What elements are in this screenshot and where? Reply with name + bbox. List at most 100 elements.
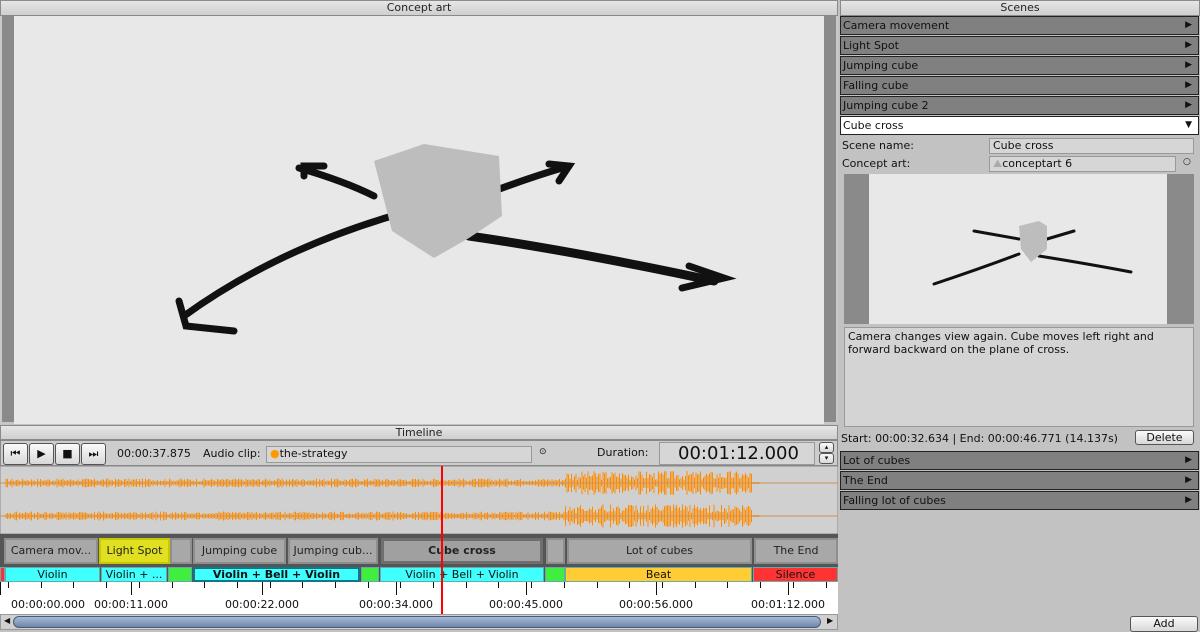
ruler-major-tick [656,582,657,595]
timeline-scene-block[interactable]: Cube cross [381,538,543,564]
ruler-minor-tick [662,582,663,588]
duration-field[interactable]: 00:01:12.000 [659,442,815,465]
music-segment[interactable] [0,567,5,582]
stop-button[interactable]: ■ [55,443,80,465]
scene-row-lot-of-cubes[interactable]: Lot of cubes ▶ [840,451,1199,470]
scene-row-cube-cross[interactable]: Cube cross ▼ [840,116,1199,135]
ruler-minor-tick [106,582,107,588]
ruler-minor-tick [433,582,434,588]
object-picker-icon[interactable]: ○ [1183,157,1191,167]
music-segment[interactable]: Silence [753,567,838,582]
duration-down-button[interactable]: ▾ [819,453,834,464]
play-icon: ▶ [37,447,46,460]
music-segment[interactable]: Beat [565,567,752,582]
music-segment[interactable]: Violin + Bell + Violin [380,567,544,582]
music-segment[interactable]: Violin [5,567,100,582]
delete-button[interactable]: Delete [1135,430,1194,445]
timeline-header: Timeline [0,425,838,440]
scene-name-input[interactable]: Cube cross [989,138,1194,154]
chevron-down-icon: ▼ [1185,120,1192,130]
chevron-right-icon: ▶ [1185,475,1192,485]
duration-label: Duration: [597,446,649,459]
chevron-right-icon: ▶ [1185,60,1192,70]
ruler-label: 00:00:56.000 [619,598,693,611]
ruler-major-tick [396,582,397,595]
ruler-label: 00:01:12.000 [751,598,825,611]
ruler-minor-tick [793,582,794,588]
ruler-label: 00:00:00.000 [11,598,85,611]
ruler-minor-tick [695,582,696,588]
audio-clip-field[interactable]: ●the-strategy [266,446,532,463]
ruler-minor-tick [270,582,271,588]
scene-row-falling-cube[interactable]: Falling cube ▶ [840,76,1199,95]
scene-name-label: Scene name: [842,139,914,152]
music-segment[interactable]: Violin + Bell + Violin [193,567,360,582]
scene-row-the-end[interactable]: The End ▶ [840,471,1199,490]
skip-start-icon: ⏮ [10,447,21,460]
ruler-minor-tick [466,582,467,588]
concept-art-field[interactable]: ⛰conceptart 6 [989,156,1176,172]
timeline-scene-block[interactable]: Lot of cubes [567,538,752,564]
timeline-scene-block[interactable]: Jumping cube [193,538,286,564]
scene-label: Cube cross [843,119,904,132]
concept-art-thumbnail [844,174,1194,324]
duration-up-button[interactable]: ▴ [819,442,834,453]
timeline-scene-block[interactable] [546,538,565,564]
scene-label: Camera movement [843,19,950,32]
concept-art-image [14,16,824,424]
skip-end-icon: ⏭ [88,447,99,460]
chevron-right-icon: ▶ [1185,40,1192,50]
timeline-scene-block[interactable]: Camera mov... [4,538,98,564]
scene-row-jumping-cube-2[interactable]: Jumping cube 2 ▶ [840,96,1199,115]
scene-label: Falling lot of cubes [843,494,946,507]
timeline-scene-block[interactable]: Jumping cub... [288,538,378,564]
timeline-scene-block[interactable]: The End [754,538,838,564]
ruler-minor-tick [564,582,565,588]
skip-start-button[interactable]: ⏮ [3,443,28,465]
scene-row-camera-movement[interactable]: Camera movement ▶ [840,16,1199,35]
scene-label: Falling cube [843,79,909,92]
audio-clip-value: the-strategy [279,447,348,460]
timeline-scene-block[interactable]: Light Spot [99,538,170,564]
scene-row-light-spot[interactable]: Light Spot ▶ [840,36,1199,55]
scenes-header: Scenes [840,0,1200,16]
ruler-label: 00:00:34.000 [359,598,433,611]
ruler-label: 00:00:22.000 [225,598,299,611]
scene-description-textarea[interactable]: Camera changes view again. Cube moves le… [844,327,1194,427]
ruler-minor-tick [400,582,401,588]
concept-art-header: Concept art [0,0,838,16]
ruler-minor-tick [368,582,369,588]
skip-end-button[interactable]: ⏭ [81,443,106,465]
scroll-left-icon[interactable]: ◀ [4,616,11,625]
ruler-minor-tick [498,582,499,588]
music-segment[interactable] [545,567,565,582]
concept-art-value: conceptart 6 [1002,157,1073,170]
scene-row-falling-lot-of-cubes[interactable]: Falling lot of cubes ▶ [840,491,1199,510]
horizontal-scrollbar[interactable]: ◀ ▶ [0,614,838,630]
scroll-right-icon[interactable]: ▶ [827,616,834,625]
ruler-minor-tick [237,582,238,588]
music-segment[interactable]: Violin + ... [101,567,167,582]
ruler-minor-tick [760,582,761,588]
ruler-label: 00:00:45.000 [489,598,563,611]
play-button[interactable]: ▶ [29,443,54,465]
ruler-minor-tick [335,582,336,588]
scrollbar-thumb[interactable] [13,616,821,628]
music-segment[interactable] [168,567,192,582]
ruler-minor-tick [172,582,173,588]
music-segment[interactable] [361,567,379,582]
audio-waveform[interactable] [0,466,838,534]
ruler-minor-tick [73,582,74,588]
ruler-minor-tick [41,582,42,588]
scene-label: The End [843,474,888,487]
playhead[interactable] [441,466,443,614]
scene-row-jumping-cube[interactable]: Jumping cube ▶ [840,56,1199,75]
timeline-scene-block[interactable] [170,538,192,564]
scene-timing: Start: 00:00:32.634 | End: 00:00:46.771 … [841,432,1118,445]
ruler-major-tick [262,582,263,595]
ruler-minor-tick [8,582,9,588]
object-picker-icon[interactable]: ⊙ [539,447,547,457]
ruler-major-tick [0,582,1,595]
ruler-minor-tick [204,582,205,588]
chevron-right-icon: ▶ [1185,100,1192,110]
